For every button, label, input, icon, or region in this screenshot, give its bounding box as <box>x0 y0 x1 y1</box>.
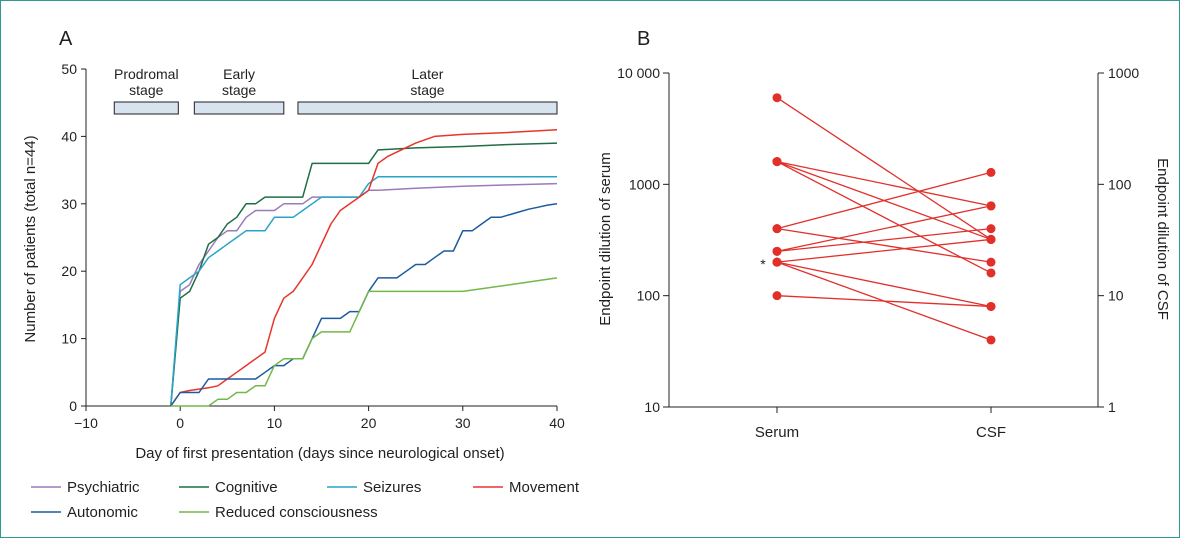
pair-line <box>776 97 992 240</box>
panel-a: A Number of patients (total n=44) Day of… <box>22 28 580 521</box>
pair-line <box>776 227 992 263</box>
panel-a-y-tick-label: 50 <box>61 61 77 77</box>
pair-line <box>776 238 992 263</box>
panel-a-y-tick-label: 20 <box>61 263 77 279</box>
panel-a-x-axis-label: Day of first presentation (days since ne… <box>135 445 504 462</box>
pair-line <box>776 295 992 308</box>
pair-line <box>776 261 992 308</box>
pair-line <box>776 161 992 274</box>
panel-b-asterisk-annotation: * <box>760 256 766 272</box>
stage-label-later-stage: Later stage <box>410 66 444 98</box>
series-line-cognitive <box>170 142 558 407</box>
legend-label-cognitive: Cognitive <box>215 479 278 496</box>
csf-point <box>986 167 996 177</box>
pair-line <box>776 160 992 207</box>
serum-point <box>772 157 782 167</box>
csf-point <box>986 234 996 244</box>
panel-b-left-axis-label: Endpoint dilution of serum <box>597 152 614 325</box>
serum-point <box>772 257 782 267</box>
serum-point <box>772 246 782 256</box>
panel-a-y-tick-label: 10 <box>61 331 77 347</box>
panel-a-y-tick-label: 0 <box>69 398 77 414</box>
csf-point <box>986 335 996 345</box>
panel-a-x-tick-label: 20 <box>361 415 377 431</box>
series-line-autonomic <box>170 203 558 407</box>
csf-point <box>986 257 996 267</box>
legend-label-seizures: Seizures <box>363 479 421 496</box>
csf-point <box>986 268 996 278</box>
stage-bar-prodromal-stage <box>113 101 179 115</box>
panel-a-x-tick-label: 30 <box>455 415 471 431</box>
pair-line <box>776 171 992 230</box>
serum-point <box>772 291 782 301</box>
panel-b-x-tick-label-csf: CSF <box>976 424 1006 441</box>
series-line-movement <box>170 128 558 407</box>
panel-b-right-tick-label: 1000 <box>1108 65 1139 81</box>
panel-a-x-tick-label: 10 <box>267 415 283 431</box>
panel-a-x-tick-label: −10 <box>74 415 98 431</box>
serum-point <box>772 224 782 234</box>
legend-label-movement: Movement <box>509 479 580 496</box>
panel-a-y-tick-label: 40 <box>61 128 77 144</box>
serum-point <box>772 93 782 103</box>
panel-a-x-tick-label: 0 <box>176 415 184 431</box>
panel-b-left-tick-label: 10 000 <box>617 65 660 81</box>
panel-b: B Endpoint dilution of serum Endpoint di… <box>597 28 1171 441</box>
csf-point <box>986 224 996 234</box>
panel-a-y-tick-label: 30 <box>61 196 77 212</box>
series-line-psychiatric <box>170 182 558 407</box>
panel-b-right-tick-label: 1 <box>1108 399 1116 415</box>
stage-label-prodromal-stage: Prodromal stage <box>114 66 179 98</box>
panel-b-left-tick-label: 100 <box>637 288 661 304</box>
legend-label-reduced-consciousness: Reduced consciousness <box>215 504 378 521</box>
panel-a-x-tick-label: 40 <box>549 415 565 431</box>
panel-a-label: A <box>59 28 73 50</box>
stage-label-early-stage: Early stage <box>222 66 256 98</box>
csf-point <box>986 201 996 211</box>
pair-line <box>776 205 992 252</box>
stage-bar-later-stage <box>297 101 558 115</box>
legend-label-psychiatric: Psychiatric <box>67 479 140 496</box>
stage-bar-early-stage <box>193 101 285 115</box>
panel-b-label: B <box>637 28 650 50</box>
panel-b-right-tick-label: 100 <box>1108 176 1132 192</box>
panel-a-y-axis-label: Number of patients (total n=44) <box>22 135 39 342</box>
panel-b-right-tick-label: 10 <box>1108 288 1124 304</box>
panel-b-right-axis-label: Endpoint dilution of CSF <box>1154 158 1171 320</box>
panel-b-x-tick-label-serum: Serum <box>755 424 799 441</box>
panel-b-left-tick-label: 1000 <box>629 176 660 192</box>
panel-b-left-tick-label: 10 <box>644 399 660 415</box>
pair-line <box>776 227 992 253</box>
legend-label-autonomic: Autonomic <box>67 504 138 521</box>
csf-point <box>986 301 996 311</box>
series-line-seizures <box>170 176 557 407</box>
series-line-reduced-consciousness <box>170 277 558 407</box>
